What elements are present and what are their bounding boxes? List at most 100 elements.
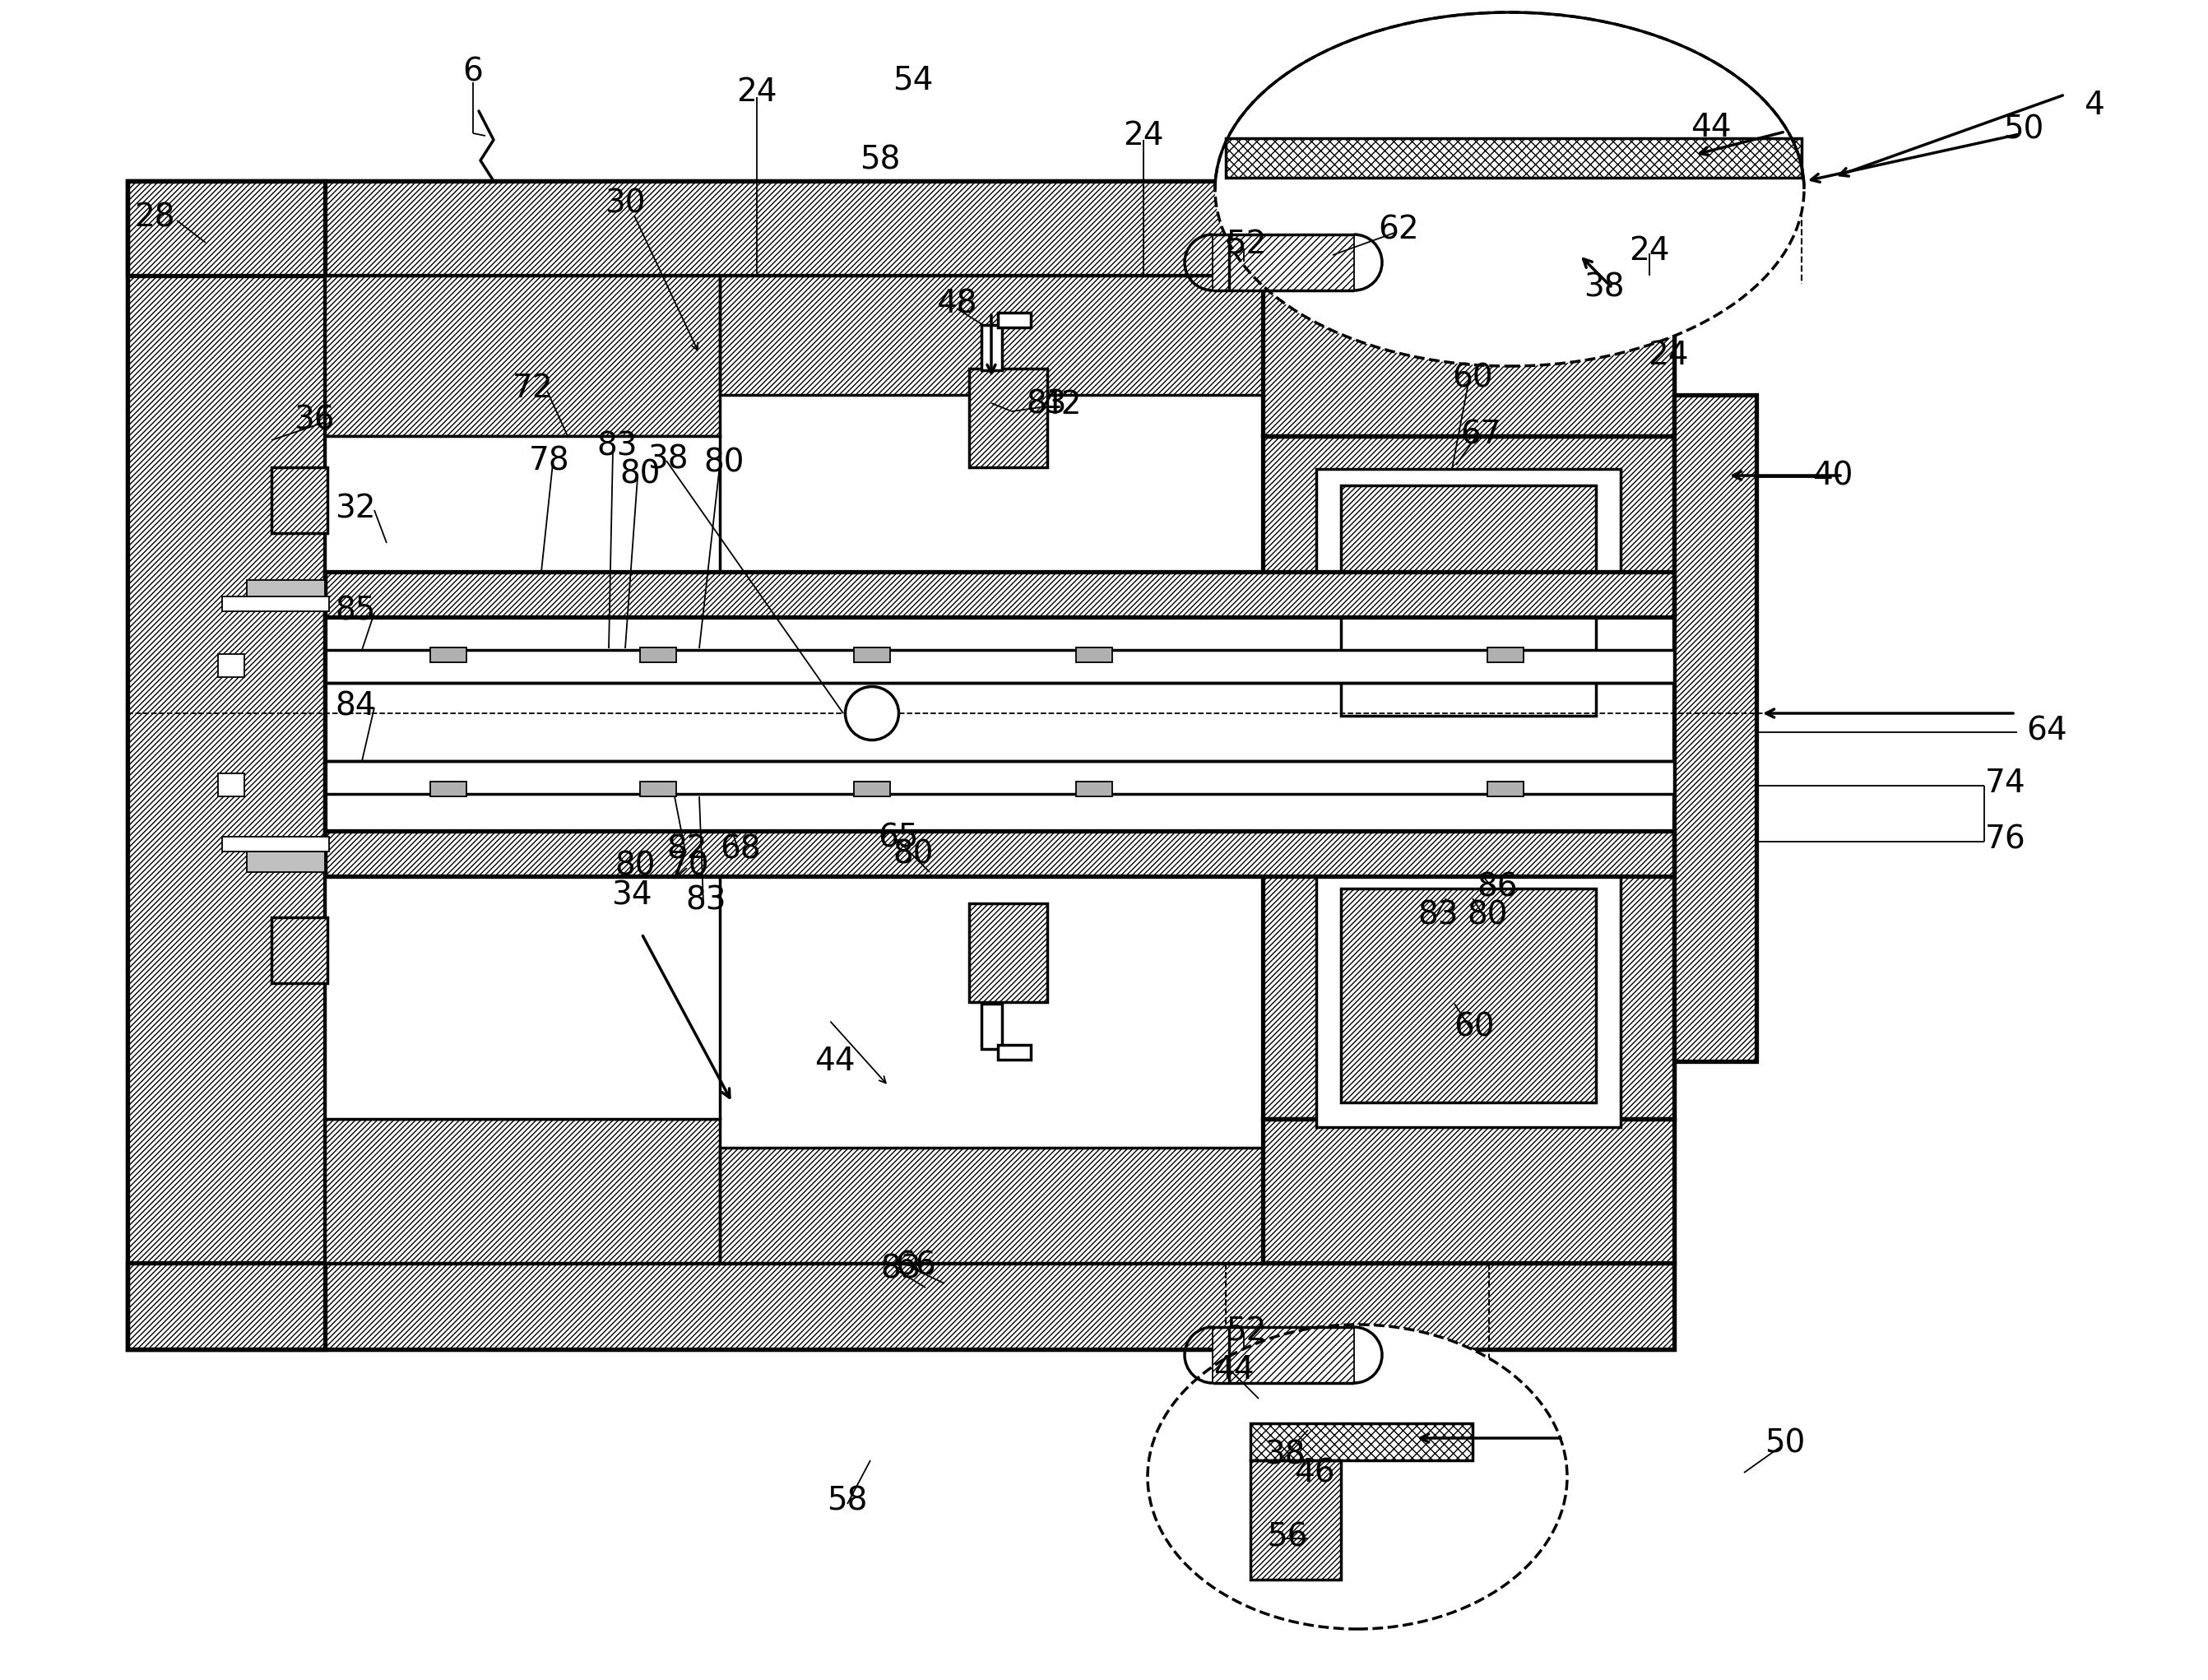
Text: 52: 52 [1225, 1315, 1267, 1347]
Bar [325, 571, 1674, 617]
Bar [272, 917, 327, 983]
Bar [272, 917, 327, 983]
Bar [223, 596, 329, 612]
Bar [272, 467, 327, 533]
Bar [219, 773, 245, 796]
Bar [325, 761, 1674, 795]
Text: 83: 83 [596, 430, 638, 462]
Text: 36: 36 [294, 403, 336, 435]
Text: 68: 68 [720, 833, 762, 865]
Text: 83: 83 [1027, 390, 1066, 420]
Text: 82: 82 [667, 833, 707, 865]
Text: 50: 50 [1764, 1428, 1806, 1460]
Text: 4: 4 [2084, 89, 2104, 121]
Ellipse shape [1148, 1324, 1568, 1630]
Bar [128, 181, 1674, 276]
Bar [325, 617, 1674, 832]
Bar [1340, 486, 1596, 716]
Bar [325, 276, 720, 437]
Text: 34: 34 [612, 880, 651, 911]
Bar [1263, 437, 1674, 1119]
Bar [1225, 138, 1802, 178]
Text: 62: 62 [1378, 215, 1420, 245]
Bar [1225, 138, 1802, 178]
Bar [128, 181, 1674, 276]
Text: 44: 44 [1691, 113, 1731, 143]
Bar [1488, 647, 1524, 662]
Bar [128, 1263, 1674, 1349]
Bar [128, 181, 325, 1349]
Text: 80: 80 [614, 850, 656, 880]
Bar [969, 904, 1047, 1001]
Bar [1075, 781, 1113, 796]
Bar [325, 1119, 720, 1263]
Text: 83: 83 [881, 1253, 921, 1284]
Bar [247, 847, 325, 872]
Bar [854, 647, 890, 662]
Bar [1212, 1327, 1354, 1383]
Bar [1674, 395, 1755, 1062]
Bar [1250, 1460, 1340, 1579]
Bar [272, 467, 327, 533]
Bar [325, 832, 1674, 877]
Text: 44: 44 [815, 1045, 854, 1077]
Bar [1212, 235, 1354, 291]
Bar [980, 1003, 1002, 1048]
Bar [325, 437, 720, 1119]
Bar [1263, 1119, 1674, 1263]
Text: 70: 70 [669, 850, 709, 880]
Text: 84: 84 [336, 690, 375, 721]
Text: 52: 52 [1225, 230, 1267, 260]
Bar [247, 580, 325, 605]
Bar [640, 781, 676, 796]
Bar [998, 312, 1031, 328]
Bar [1316, 872, 1621, 1127]
Text: 80: 80 [892, 838, 934, 870]
Bar [1212, 235, 1354, 291]
Bar [128, 181, 1674, 1349]
Bar [1263, 276, 1674, 437]
Text: 74: 74 [1985, 768, 2027, 800]
Bar [1674, 395, 1755, 1062]
Text: 50: 50 [2003, 114, 2045, 146]
Bar [1316, 469, 1621, 741]
Bar [325, 650, 1674, 682]
Bar [431, 647, 466, 662]
Bar [325, 1119, 720, 1263]
Text: 56: 56 [1267, 1520, 1307, 1552]
Text: 46: 46 [1294, 1457, 1336, 1488]
Bar [219, 654, 245, 677]
Text: 32: 32 [336, 492, 375, 524]
Bar [431, 781, 466, 796]
Bar [1263, 1119, 1674, 1263]
Bar [969, 904, 1047, 1001]
Text: 76: 76 [1985, 823, 2027, 855]
Text: 24: 24 [1630, 235, 1669, 267]
Text: 78: 78 [530, 445, 570, 477]
Bar [1250, 1423, 1473, 1460]
Bar [1488, 781, 1524, 796]
Text: 60: 60 [1453, 1011, 1495, 1042]
Text: 80: 80 [704, 447, 744, 479]
Bar [223, 837, 329, 852]
Text: 80: 80 [620, 459, 660, 491]
Bar [1263, 276, 1674, 437]
Text: 24: 24 [1647, 339, 1689, 371]
Bar [720, 276, 1263, 395]
Bar [325, 571, 1674, 617]
Text: 83: 83 [684, 885, 726, 917]
Bar [128, 181, 325, 1349]
Text: 60: 60 [1453, 363, 1493, 395]
Bar [720, 1147, 1263, 1263]
Bar [640, 647, 676, 662]
Text: 38: 38 [647, 444, 689, 475]
Bar [1212, 1327, 1354, 1383]
Bar [998, 1045, 1031, 1060]
Bar [325, 832, 1674, 877]
Ellipse shape [1148, 1324, 1568, 1630]
Bar [1225, 138, 1802, 178]
Bar [980, 324, 1002, 370]
Text: 72: 72 [512, 373, 554, 403]
Text: 65: 65 [879, 822, 919, 853]
Bar [1075, 647, 1113, 662]
